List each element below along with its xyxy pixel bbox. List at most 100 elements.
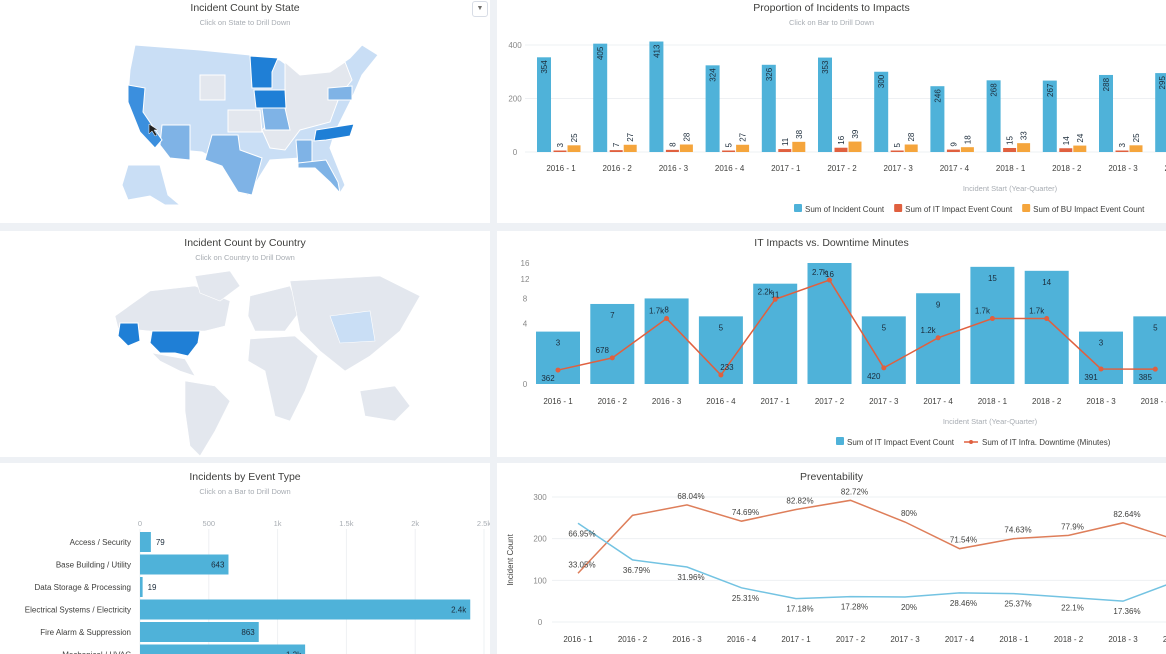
- downtime-point[interactable]: [1044, 316, 1050, 322]
- bar-it-impact[interactable]: [861, 316, 906, 384]
- bar-incident[interactable]: [1099, 74, 1113, 152]
- bar-incident[interactable]: [705, 65, 720, 152]
- bar-bu-impact[interactable]: [904, 144, 918, 152]
- preventability-chart[interactable]: 0 100 200 300 Incident Count 2016 - 1 2016 - 2…: [497, 463, 1166, 654]
- state-region-plains[interactable]: [199, 74, 226, 101]
- downtime-point[interactable]: [1152, 366, 1158, 372]
- downtime-point[interactable]: [827, 277, 832, 283]
- state-north-carolina[interactable]: [313, 123, 355, 142]
- bar-event-type[interactable]: [140, 622, 259, 642]
- bar-it-impact[interactable]: [890, 150, 904, 153]
- bar-it-impact[interactable]: [536, 331, 580, 384]
- downtime-point[interactable]: [772, 296, 778, 302]
- legend-swatch-icon[interactable]: [836, 437, 844, 445]
- y-tick-label: 8: [523, 294, 528, 303]
- downtime-point[interactable]: [1098, 366, 1104, 372]
- point-label: 82.82%: [786, 497, 813, 506]
- bar-incident[interactable]: [537, 57, 551, 152]
- bar-event-type[interactable]: [140, 577, 143, 597]
- bar-incident[interactable]: [874, 71, 889, 152]
- state-texas[interactable]: [204, 134, 263, 196]
- bar-it-impact[interactable]: [1059, 148, 1073, 152]
- state-arizona[interactable]: [159, 124, 191, 161]
- state-pennsylvania[interactable]: [327, 85, 353, 101]
- bar-incident[interactable]: [1042, 80, 1057, 152]
- bar-it-impact[interactable]: [1024, 270, 1069, 384]
- bar-incident[interactable]: [930, 86, 945, 152]
- event-type-chart[interactable]: 0 500 1k 1.5k 2k 2.5k Access / Security 79 Base …: [0, 463, 490, 654]
- bar-event-type[interactable]: [140, 532, 151, 552]
- bar-it-impact[interactable]: [1079, 331, 1123, 384]
- state-alabama[interactable]: [295, 139, 313, 166]
- state-region-ks[interactable]: [227, 109, 263, 133]
- state-missouri[interactable]: [261, 107, 291, 131]
- bar-it-impact[interactable]: [807, 263, 852, 384]
- downtime-point[interactable]: [609, 355, 615, 361]
- legend-swatch-icon[interactable]: [794, 204, 802, 212]
- state-alaska[interactable]: [121, 164, 182, 206]
- bar-it-impact[interactable]: [722, 150, 736, 153]
- x-tick-label: 2016 - 3: [659, 164, 689, 173]
- bar-incident[interactable]: [986, 80, 1001, 152]
- country-europe[interactable]: [247, 285, 301, 332]
- bar-bu-impact[interactable]: [1129, 145, 1143, 152]
- bar-bu-impact[interactable]: [679, 144, 693, 152]
- country-china[interactable]: [329, 310, 376, 344]
- bar-incident[interactable]: [818, 57, 832, 153]
- us-state-map[interactable]: [0, 0, 490, 223]
- legend-swatch-icon[interactable]: [894, 204, 903, 212]
- bar-event-type[interactable]: [140, 554, 229, 575]
- downtime-point[interactable]: [664, 316, 670, 322]
- downtime-point[interactable]: [718, 372, 724, 378]
- bar-it-impact[interactable]: [834, 147, 848, 152]
- bar-incident[interactable]: [761, 64, 776, 152]
- country-africa[interactable]: [247, 335, 319, 422]
- bar-it-impact[interactable]: [644, 298, 689, 384]
- line-data-label: 1.7k: [1029, 307, 1045, 316]
- bar-incident[interactable]: [593, 43, 608, 152]
- country-australia[interactable]: [359, 385, 411, 422]
- state-florida[interactable]: [297, 159, 341, 195]
- chevron-down-icon[interactable]: ▼: [472, 1, 488, 17]
- bar-it-impact[interactable]: [1133, 316, 1166, 384]
- bar-bu-impact[interactable]: [848, 141, 862, 152]
- country-mexico[interactable]: [151, 352, 196, 377]
- downtime-point[interactable]: [555, 367, 561, 373]
- bar-it-impact[interactable]: [946, 149, 960, 152]
- bar-bu-impact[interactable]: [792, 141, 806, 152]
- bar-bu-impact[interactable]: [736, 144, 750, 152]
- bar-bu-impact[interactable]: [567, 145, 581, 152]
- downtime-point[interactable]: [935, 335, 941, 341]
- bar-bu-impact[interactable]: [623, 144, 637, 152]
- bar-it-impact[interactable]: [590, 303, 635, 384]
- bar-it-impact[interactable]: [970, 266, 1015, 384]
- bar-it-impact[interactable]: [1003, 147, 1017, 152]
- country-united-states[interactable]: [149, 330, 201, 357]
- world-map[interactable]: [0, 231, 490, 457]
- country-south-america[interactable]: [184, 380, 231, 457]
- proportion-panel: Proportion of Incidents to Impacts Click…: [497, 0, 1166, 223]
- bar-it-impact[interactable]: [553, 150, 567, 153]
- bar-it-impact[interactable]: [1115, 150, 1129, 153]
- bar-event-type[interactable]: [140, 599, 471, 620]
- legend-swatch-icon[interactable]: [1022, 204, 1031, 212]
- bar-bu-impact[interactable]: [1073, 145, 1087, 152]
- bar-it-impact[interactable]: [609, 150, 623, 152]
- country-greenland[interactable]: [194, 270, 241, 302]
- downtime-point[interactable]: [989, 316, 995, 322]
- proportion-chart[interactable]: 0 200 400 2016 - 1 354 3 25 2016 - 2 405 7 27 2016 …: [497, 0, 1166, 223]
- bar-bu-impact[interactable]: [960, 147, 974, 152]
- bar-it-impact[interactable]: [778, 149, 792, 152]
- state-minnesota[interactable]: [249, 55, 279, 89]
- state-iowa[interactable]: [253, 89, 287, 109]
- bar-bu-impact[interactable]: [1017, 143, 1031, 152]
- bar-event-type[interactable]: [140, 644, 306, 654]
- bar-incident[interactable]: [649, 41, 664, 152]
- panel-subtitle: Click on State to Drill Down: [199, 18, 291, 27]
- it-impacts-chart[interactable]: 0 4 8 12 16 2016 - 1 3 2016 - 2 7 2016 - 3 8 2016 -…: [497, 231, 1166, 457]
- bar-incident[interactable]: [1155, 73, 1166, 152]
- legend-marker-icon[interactable]: [969, 440, 974, 444]
- country-alaska[interactable]: [117, 322, 141, 347]
- bar-it-impact[interactable]: [665, 149, 679, 152]
- downtime-point[interactable]: [881, 365, 887, 371]
